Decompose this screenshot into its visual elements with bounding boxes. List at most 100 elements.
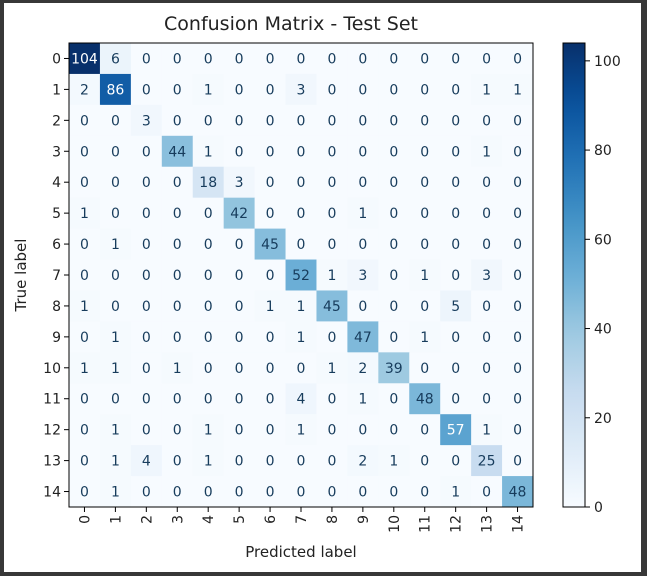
cell-4-9 [347,166,379,199]
cell-14-6 [254,476,287,508]
cell-value-3-2: 0 [142,144,151,160]
colorbar: 0 20 40 60 80 100 [562,42,621,516]
cell-value-13-11: 0 [420,454,429,470]
cell-1-9 [347,73,379,106]
cell-value-5-8: 0 [327,206,336,222]
cell-2-9 [347,104,379,137]
cell-2-12 [440,104,472,137]
cell-8-0 [69,290,101,322]
cell-11-6 [254,383,287,415]
colorbar-tick-label: 80 [594,143,612,159]
cell-14-13 [471,476,503,508]
cell-12-0 [69,414,101,446]
cell-9-10 [378,321,410,353]
y-tick-label: 13 [43,454,61,470]
cell-value-9-1: 1 [111,330,120,346]
cell-8-4 [192,290,225,322]
cell-value-3-13: 1 [482,144,491,160]
cell-value-0-12: 0 [451,51,460,67]
colorbar-tick-label: 100 [594,54,621,70]
x-tick-label: 10 [387,515,403,533]
cell-value-4-12: 0 [451,175,460,191]
cell-0-12 [440,43,472,75]
cell-3-1 [99,135,132,168]
cell-value-12-13: 1 [482,423,491,439]
cell-12-8 [316,414,348,446]
x-axis-ticks: 0 1 2 3 4 5 6 7 8 9 10 11 12 13 14 [77,507,527,533]
cell-value-13-10: 1 [389,454,398,470]
cell-9-5 [223,321,256,353]
chart-title: Confusion Matrix - Test Set [164,13,418,35]
cell-value-1-7: 3 [297,82,306,98]
cell-1-6 [254,73,287,106]
cell-value-0-14: 0 [513,51,522,67]
cell-value-0-2: 0 [142,51,151,67]
y-tick-label: 3 [52,144,61,160]
cell-14-10 [378,476,410,508]
cell-1-10 [378,73,410,106]
cell-2-1 [99,104,132,137]
x-tick-label: 14 [511,515,527,533]
cell-value-5-3: 0 [173,206,182,222]
cell-12-14 [502,414,534,446]
cell-value-5-0: 1 [80,206,89,222]
colorbar-tick-label: 60 [594,232,612,248]
cell-1-14 [502,73,534,106]
x-tick-label: 2 [139,515,155,524]
cell-3-3 [161,135,194,168]
cell-value-7-10: 0 [389,268,398,284]
cell-value-2-7: 0 [297,113,306,129]
cell-value-2-4: 0 [204,113,213,129]
y-axis-label: True label [12,239,30,313]
cell-value-1-1: 86 [106,82,124,98]
cell-14-14 [502,476,534,508]
cell-value-1-12: 0 [451,82,460,98]
cell-value-13-8: 0 [327,454,336,470]
cell-0-9 [347,43,379,75]
cell-5-0 [69,197,101,230]
cell-0-10 [378,43,410,75]
cell-9-0 [69,321,101,353]
y-tick-label: 8 [52,299,61,315]
cell-value-6-9: 0 [358,237,367,253]
cell-value-12-10: 0 [389,423,398,439]
cell-value-6-14: 0 [513,237,522,253]
cell-1-13 [471,73,503,106]
cell-6-12 [440,228,472,261]
cell-value-14-2: 0 [142,485,151,501]
cell-5-11 [409,197,441,230]
cell-14-1 [99,476,132,508]
cell-value-14-12: 1 [451,485,460,501]
cell-value-6-11: 0 [420,237,429,253]
cell-9-6 [254,321,287,353]
cell-value-4-8: 0 [327,175,336,191]
cell-14-0 [69,476,101,508]
cell-value-14-7: 0 [297,485,306,501]
cell-12-12 [440,414,472,446]
cell-2-13 [471,104,503,137]
cell-value-1-8: 0 [327,82,336,98]
heatmap-cells: 104 6 0 0 0 0 0 0 0 0 0 0 0 0 02 86 0 0 1 0 0 3 0 0 0 0 0 1 10 0 3 0 0 0 0… [69,43,534,508]
cell-value-12-11: 0 [420,423,429,439]
cell-value-3-14: 0 [513,144,522,160]
cell-value-2-9: 0 [358,113,367,129]
cell-value-0-1: 6 [111,51,120,67]
cell-value-11-10: 0 [389,392,398,408]
cell-value-5-2: 0 [142,206,151,222]
cell-value-14-1: 1 [111,485,120,501]
cell-value-4-11: 0 [420,175,429,191]
cell-5-3 [161,197,194,230]
cell-9-14 [502,321,534,353]
cell-11-11 [409,383,441,415]
cell-1-12 [440,73,472,106]
cell-value-2-6: 0 [266,113,275,129]
cell-11-8 [316,383,348,415]
cell-14-5 [223,476,256,508]
cell-3-7 [285,135,317,168]
cell-value-11-9: 1 [358,392,367,408]
cell-value-14-13: 0 [482,485,491,501]
cell-8-6 [254,290,287,322]
cell-value-7-5: 0 [235,268,244,284]
cell-8-2 [130,290,163,322]
cell-value-7-3: 0 [173,268,182,284]
